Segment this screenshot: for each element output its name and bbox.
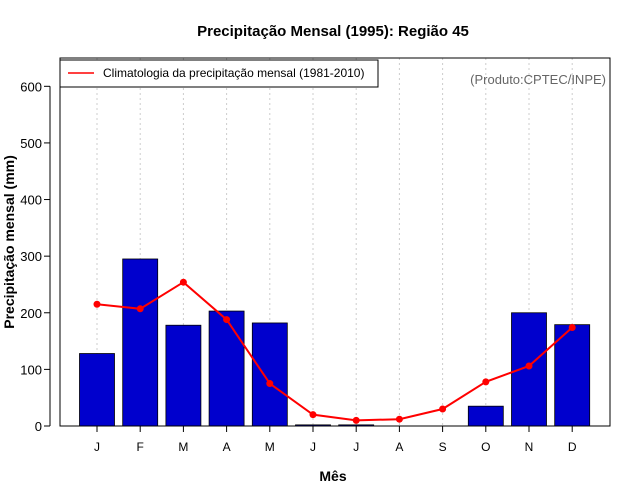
y-tick-label: 200 (20, 306, 42, 321)
bar-2 (122, 258, 159, 427)
chart-title: Precipitação Mensal (1995): Região 45 (197, 23, 469, 40)
climatology-point-10 (482, 378, 490, 386)
climatology-point-2 (136, 305, 144, 313)
climatology-point-1 (93, 300, 101, 308)
y-tick-label: 300 (20, 249, 42, 264)
x-tick-label: M (265, 440, 275, 454)
legend-label: Climatologia da precipitação mensal (198… (103, 66, 364, 80)
climatology-point-4 (223, 316, 231, 324)
y-axis: 0 100 200 300 400 500 600 (20, 79, 51, 434)
plot-frame (59, 57, 611, 427)
climatology-line-group (93, 278, 576, 424)
legend: Climatologia da precipitação mensal (198… (59, 59, 379, 88)
climatology-point-7 (352, 416, 360, 424)
y-tick-label: 100 (20, 362, 42, 377)
climatology-point-11 (525, 362, 533, 370)
y-tick-label: 500 (20, 136, 42, 151)
x-tick-label: F (137, 440, 144, 454)
climatology-point-5 (266, 380, 274, 388)
x-tick-label: O (481, 440, 490, 454)
x-tick-label: A (395, 440, 403, 454)
legend-box (59, 59, 379, 88)
bar-3 (165, 324, 202, 427)
y-tick-label: 600 (20, 79, 42, 94)
bar-12 (554, 324, 591, 427)
x-tick-label: D (568, 440, 577, 454)
bar-10 (467, 405, 504, 427)
y-axis-label: Precipitação mensal (mm) (1, 155, 17, 329)
y-tick-label: 0 (35, 419, 42, 434)
bar-5 (251, 322, 288, 427)
climatology-point-6 (309, 411, 317, 419)
source-annotation: (Produto:CPTEC/INPE) (470, 72, 606, 87)
bars-group (79, 258, 591, 427)
climatology-point-9 (439, 405, 447, 413)
climatology-point-3 (179, 278, 187, 286)
climatology-point-12 (568, 323, 576, 331)
x-tick-label: A (223, 440, 231, 454)
x-axis-label: Mês (319, 468, 346, 484)
bar-1 (79, 353, 115, 427)
x-tick-label: N (525, 440, 534, 454)
x-tick-label: S (439, 440, 447, 454)
x-tick-label: J (353, 440, 359, 454)
x-tick-label: M (178, 440, 188, 454)
x-tick-label: J (310, 440, 316, 454)
y-tick-label: 400 (20, 193, 42, 208)
x-tick-label: J (94, 440, 100, 454)
climatology-point-8 (395, 415, 403, 423)
climatology-line (96, 280, 573, 422)
bar-4 (208, 310, 245, 427)
